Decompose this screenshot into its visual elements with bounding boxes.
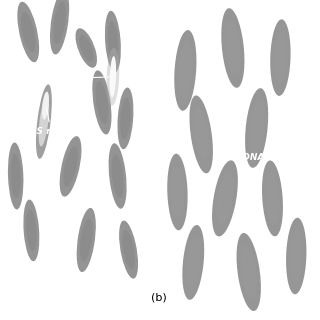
Ellipse shape — [26, 210, 37, 251]
Ellipse shape — [108, 143, 127, 209]
Ellipse shape — [167, 154, 188, 230]
Ellipse shape — [266, 173, 279, 224]
Ellipse shape — [189, 95, 213, 173]
Ellipse shape — [186, 237, 201, 287]
Ellipse shape — [120, 98, 131, 139]
Ellipse shape — [39, 97, 49, 147]
Ellipse shape — [171, 166, 184, 218]
Ellipse shape — [249, 101, 264, 155]
Ellipse shape — [80, 219, 92, 261]
Ellipse shape — [108, 21, 118, 62]
Ellipse shape — [225, 21, 241, 75]
Ellipse shape — [122, 230, 135, 269]
Ellipse shape — [241, 246, 257, 298]
Ellipse shape — [119, 220, 138, 279]
Ellipse shape — [36, 84, 52, 159]
Ellipse shape — [193, 108, 209, 160]
Text: 45S rDNA4: 45S rDNA4 — [24, 108, 78, 136]
Ellipse shape — [53, 1, 66, 44]
Ellipse shape — [212, 160, 238, 236]
Ellipse shape — [112, 154, 124, 198]
Ellipse shape — [262, 160, 283, 236]
Ellipse shape — [105, 11, 121, 72]
Ellipse shape — [274, 32, 287, 83]
Ellipse shape — [221, 8, 244, 88]
Ellipse shape — [290, 230, 303, 282]
Ellipse shape — [60, 136, 82, 197]
Ellipse shape — [42, 92, 49, 120]
Ellipse shape — [216, 173, 234, 224]
Ellipse shape — [77, 208, 96, 272]
Text: (b): (b) — [150, 292, 166, 302]
Ellipse shape — [21, 12, 36, 52]
Ellipse shape — [117, 88, 133, 149]
Ellipse shape — [286, 218, 307, 294]
Text: A4: A4 — [3, 24, 17, 34]
Ellipse shape — [50, 0, 69, 54]
Ellipse shape — [96, 81, 108, 124]
Ellipse shape — [245, 88, 268, 168]
Ellipse shape — [174, 30, 196, 111]
Text: 5S: 5S — [260, 76, 273, 85]
Ellipse shape — [79, 35, 93, 61]
Ellipse shape — [236, 233, 261, 311]
Ellipse shape — [8, 142, 23, 210]
Ellipse shape — [110, 56, 116, 98]
Ellipse shape — [92, 70, 111, 134]
Text: 45S rDNA3: 45S rDNA3 — [24, 75, 110, 84]
Ellipse shape — [270, 19, 291, 96]
Ellipse shape — [76, 28, 97, 68]
Ellipse shape — [182, 225, 204, 300]
Ellipse shape — [107, 48, 119, 106]
Ellipse shape — [11, 154, 21, 198]
Ellipse shape — [23, 200, 39, 261]
Ellipse shape — [17, 2, 39, 62]
Text: 5S rDNA: 5S rDNA — [222, 153, 264, 162]
Ellipse shape — [63, 146, 78, 187]
Ellipse shape — [178, 44, 193, 97]
